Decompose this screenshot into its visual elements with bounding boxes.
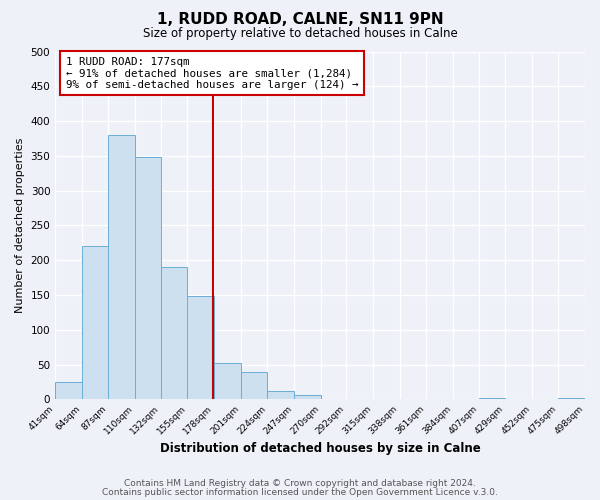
Bar xyxy=(479,398,505,400)
Bar xyxy=(559,398,585,400)
Bar xyxy=(268,391,294,400)
X-axis label: Distribution of detached houses by size in Calne: Distribution of detached houses by size … xyxy=(160,442,481,455)
Y-axis label: Number of detached properties: Number of detached properties xyxy=(15,138,25,313)
Bar xyxy=(135,158,161,400)
Text: Size of property relative to detached houses in Calne: Size of property relative to detached ho… xyxy=(143,28,457,40)
Bar xyxy=(187,296,214,400)
Bar xyxy=(82,246,109,400)
Bar xyxy=(241,372,268,400)
Bar xyxy=(55,382,82,400)
Bar xyxy=(109,135,135,400)
Text: Contains public sector information licensed under the Open Government Licence v.: Contains public sector information licen… xyxy=(102,488,498,497)
Bar xyxy=(161,268,187,400)
Text: 1, RUDD ROAD, CALNE, SN11 9PN: 1, RUDD ROAD, CALNE, SN11 9PN xyxy=(157,12,443,28)
Bar xyxy=(294,396,320,400)
Bar xyxy=(214,362,241,400)
Text: Contains HM Land Registry data © Crown copyright and database right 2024.: Contains HM Land Registry data © Crown c… xyxy=(124,479,476,488)
Text: 1 RUDD ROAD: 177sqm
← 91% of detached houses are smaller (1,284)
9% of semi-deta: 1 RUDD ROAD: 177sqm ← 91% of detached ho… xyxy=(66,56,358,90)
